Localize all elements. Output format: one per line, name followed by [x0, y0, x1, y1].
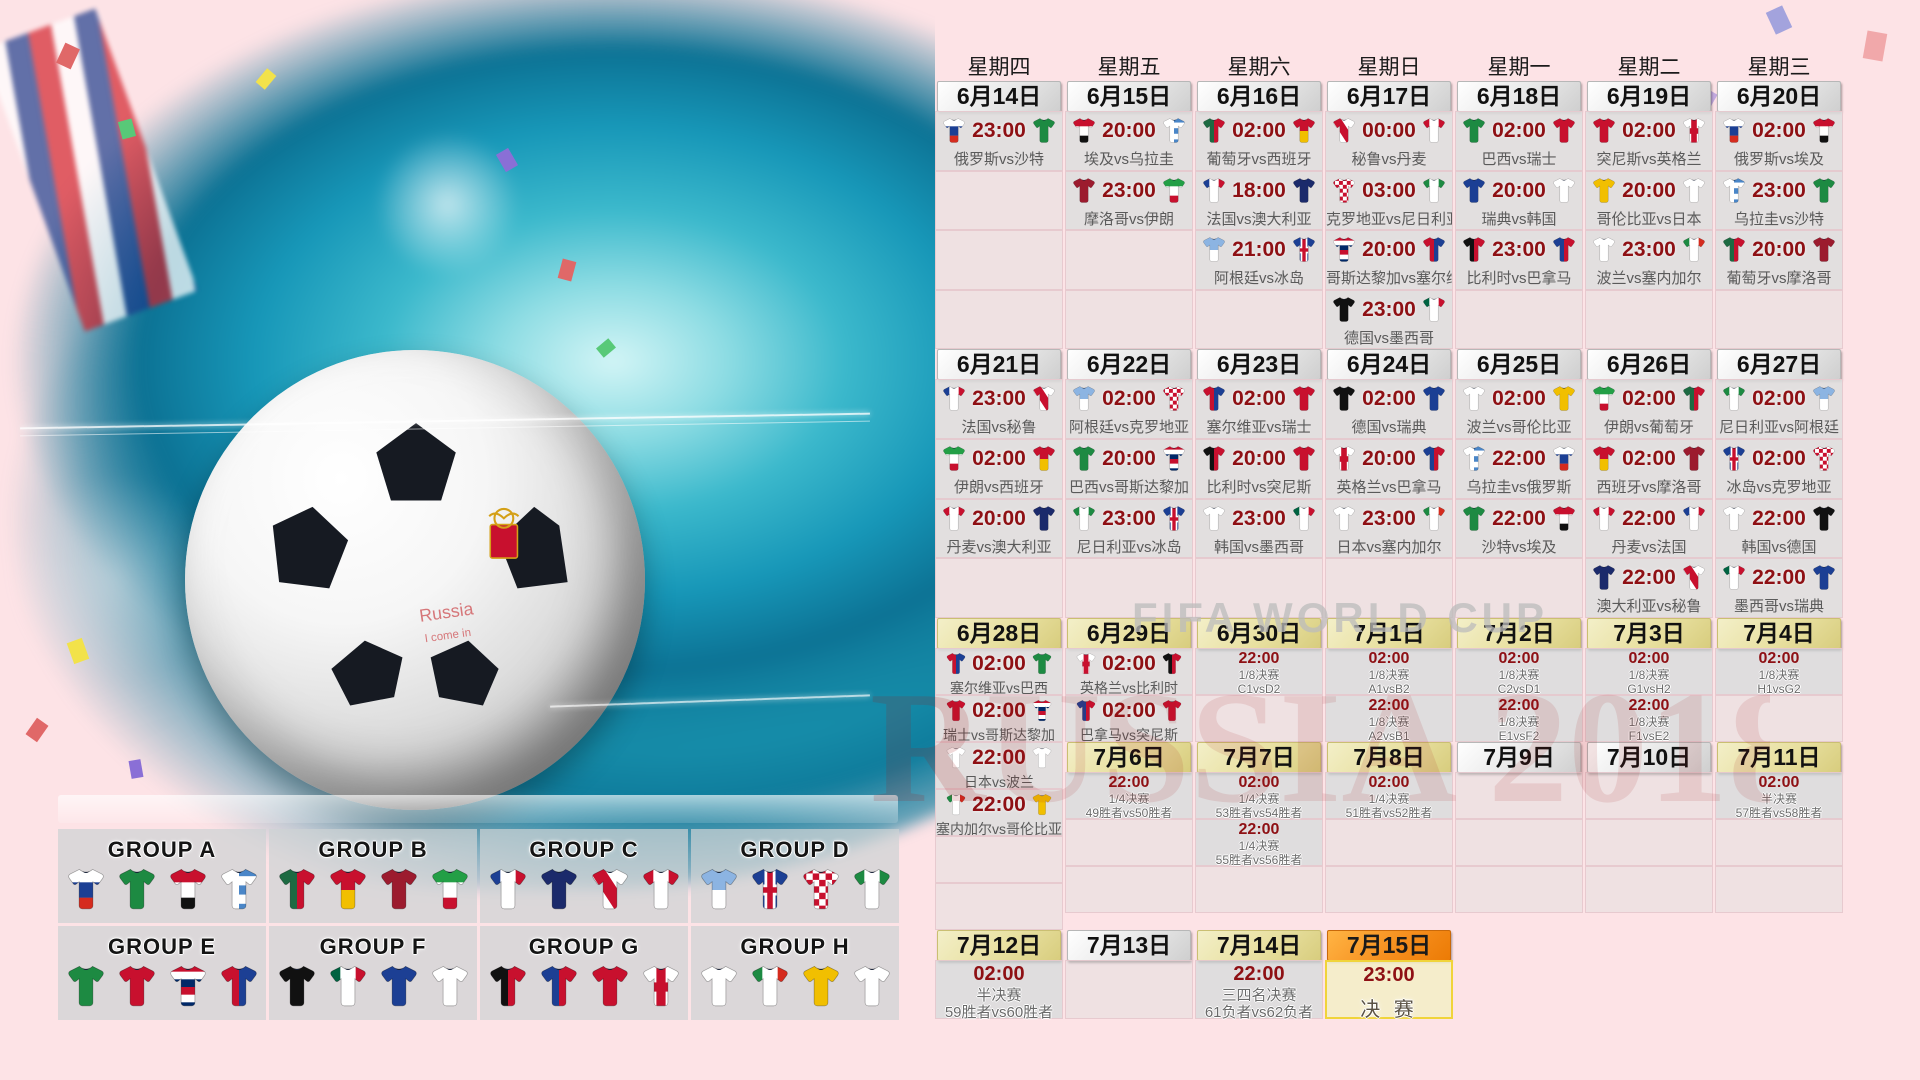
svg-text:Russia: Russia	[418, 598, 475, 625]
